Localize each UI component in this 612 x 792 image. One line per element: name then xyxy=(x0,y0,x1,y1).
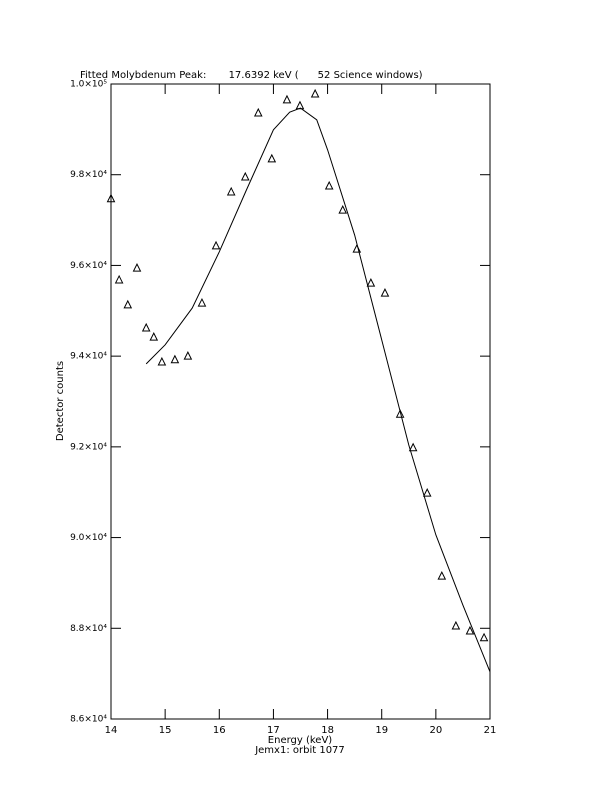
x-tick-label: 19 xyxy=(375,725,388,736)
data-point xyxy=(157,356,167,366)
data-point xyxy=(479,632,489,642)
data-point xyxy=(310,88,320,98)
x-tick-label: 20 xyxy=(429,725,442,736)
data-point xyxy=(240,171,250,181)
x-tick-label: 14 xyxy=(105,725,118,736)
x-tick-label: 16 xyxy=(213,725,226,736)
data-point xyxy=(149,331,159,341)
data-point xyxy=(437,571,447,580)
y-tick-label: 9.2×10⁴ xyxy=(70,442,107,452)
data-point xyxy=(226,186,236,196)
y-tick-label: 8.6×10⁴ xyxy=(70,715,107,725)
data-point xyxy=(324,180,334,190)
data-point xyxy=(123,299,133,309)
data-point xyxy=(338,204,348,214)
x-tick-label: 15 xyxy=(159,725,172,736)
chart-title: Fitted Molybdenum Peak: 17.6392 keV ( 52… xyxy=(80,70,423,81)
y-tick-label: 8.8×10⁴ xyxy=(70,624,107,634)
data-point xyxy=(395,409,405,418)
y-tick-label: 9.8×10⁴ xyxy=(70,170,107,180)
data-point xyxy=(211,240,221,250)
x-tick-label: 17 xyxy=(267,725,280,736)
data-point xyxy=(197,297,207,307)
data-point xyxy=(141,322,151,332)
data-point xyxy=(170,354,180,364)
data-point xyxy=(451,620,461,630)
data-point xyxy=(253,107,263,117)
data-point xyxy=(408,442,418,452)
x-tick-label: 18 xyxy=(321,725,334,736)
x-axis-label: Energy (keV) xyxy=(268,735,333,746)
data-point xyxy=(422,488,432,497)
subtitle: Jemx1: orbit 1077 xyxy=(254,745,345,756)
y-tick-label: 9.0×10⁴ xyxy=(70,533,107,543)
data-point xyxy=(132,263,142,272)
data-point xyxy=(380,287,390,297)
data-point xyxy=(366,277,376,287)
data-point xyxy=(114,274,124,284)
data-point xyxy=(267,153,277,163)
y-tick-label: 9.4×10⁴ xyxy=(70,352,107,362)
y-tick-label: 9.6×10⁴ xyxy=(70,261,107,271)
y-tick-label: 1.0×10⁵ xyxy=(70,80,107,90)
x-tick-label: 21 xyxy=(484,725,497,736)
data-point xyxy=(183,351,193,360)
data-point xyxy=(465,625,475,635)
y-axis-label: Detector counts xyxy=(55,361,66,441)
data-point xyxy=(282,94,292,104)
data-point xyxy=(106,193,116,203)
plot-frame xyxy=(110,83,491,720)
fit-line xyxy=(145,107,491,673)
